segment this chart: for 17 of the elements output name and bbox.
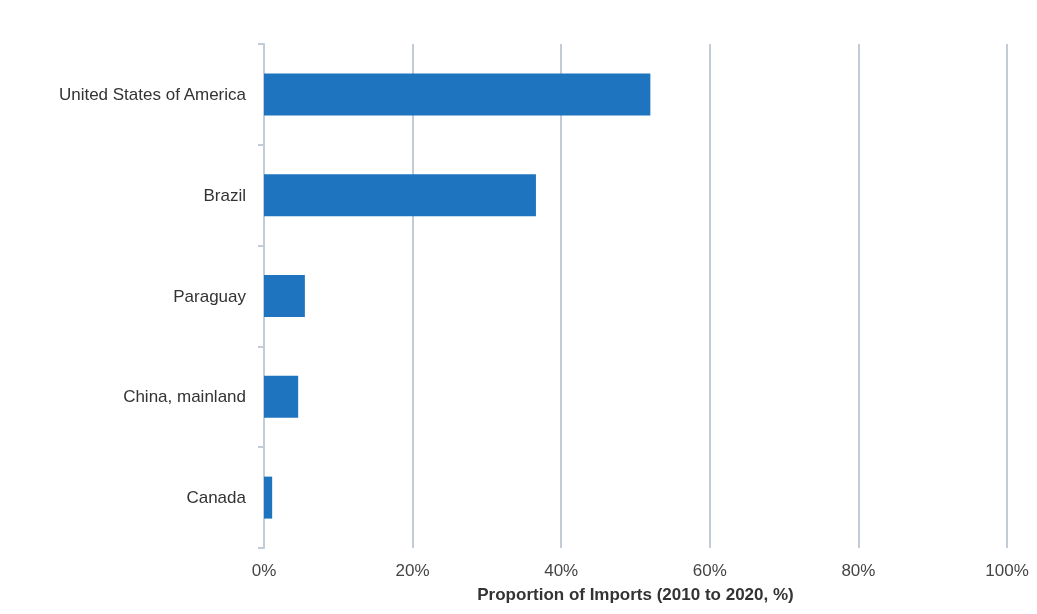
- y-tick-label: Paraguay: [173, 286, 247, 306]
- x-tick-label: 0%: [251, 561, 277, 580]
- bar: [264, 275, 305, 317]
- bar: [264, 476, 273, 519]
- bar: [264, 375, 299, 418]
- y-tick-label: China, mainland: [123, 387, 246, 407]
- y-tick-label: Canada: [186, 488, 247, 508]
- x-tick-label: 20%: [395, 561, 430, 580]
- bar: [264, 73, 651, 116]
- y-tick-label: Brazil: [203, 185, 246, 205]
- y-tick-label: United States of America: [58, 84, 247, 104]
- x-tick-label: 80%: [841, 561, 876, 580]
- x-axis-title: Proportion of Imports (2010 to 2020, %): [477, 585, 794, 604]
- x-tick-label: 60%: [692, 561, 727, 580]
- x-tick-label: 100%: [985, 561, 1029, 580]
- bar: [264, 174, 536, 217]
- x-tick-label: 40%: [544, 561, 579, 580]
